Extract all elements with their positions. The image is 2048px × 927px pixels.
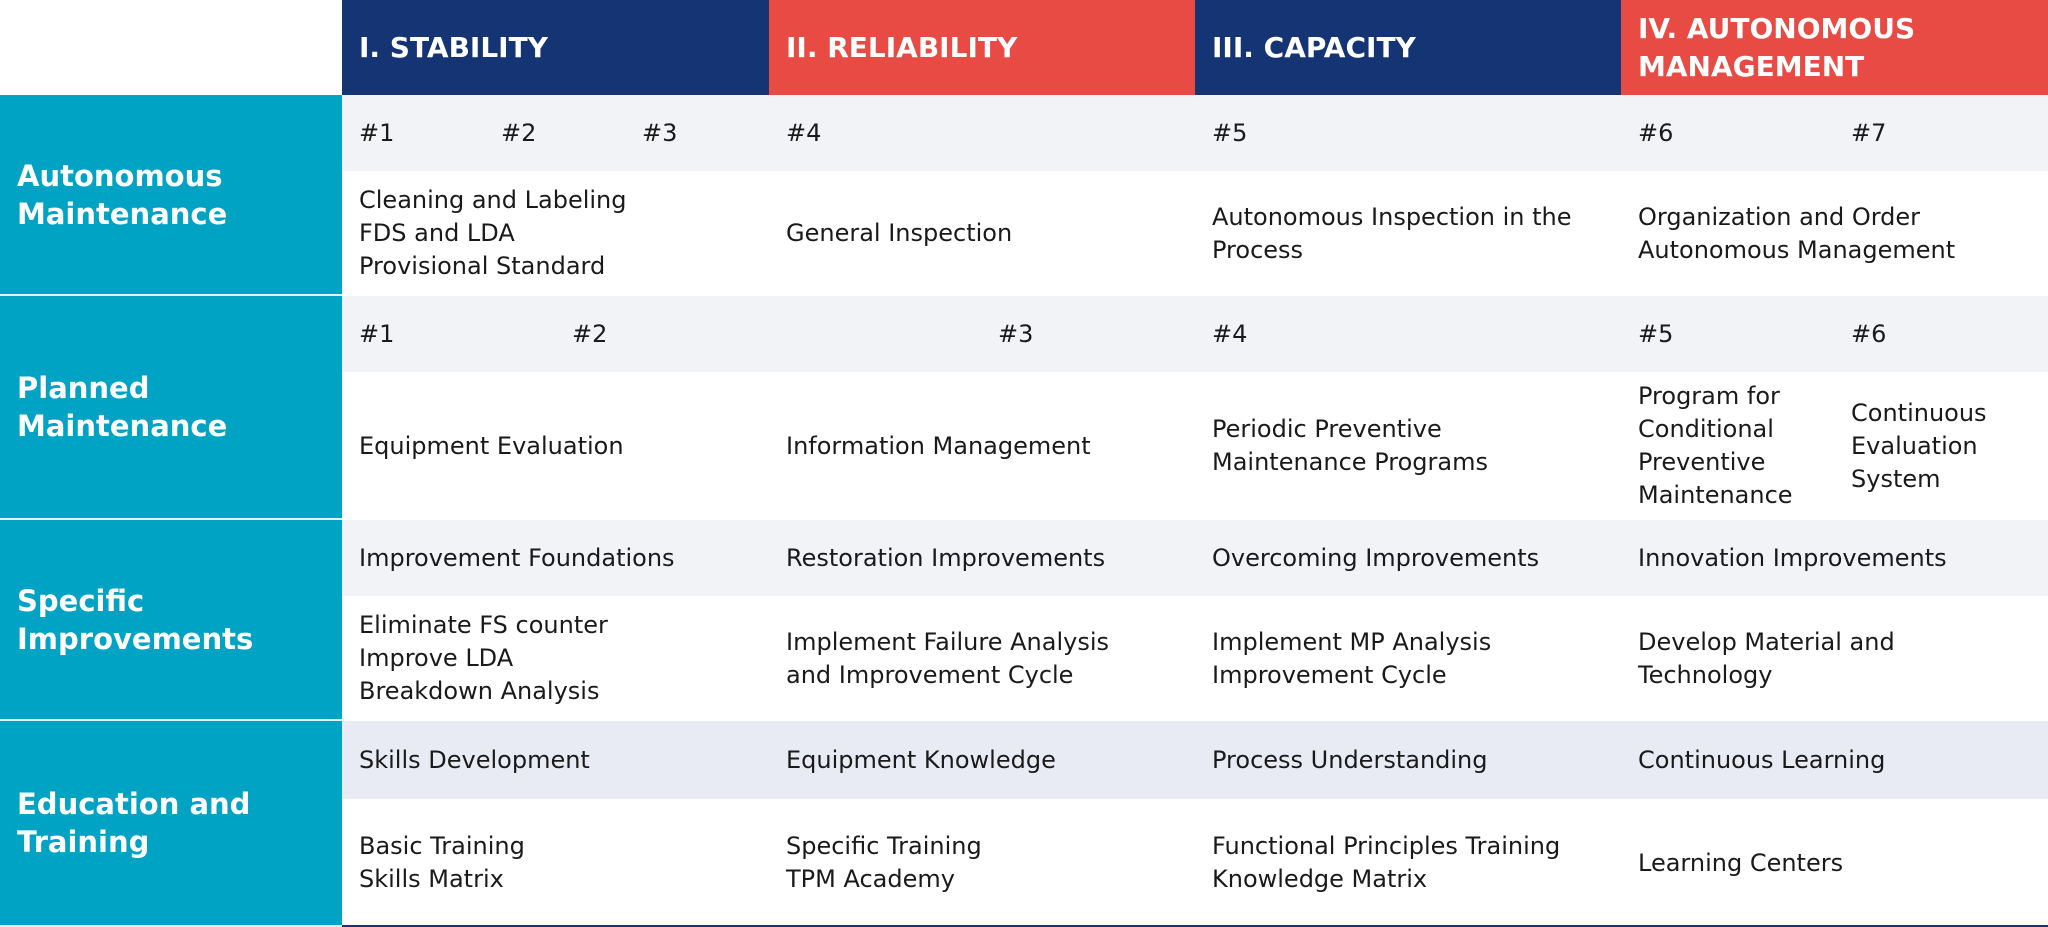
step-heading: #3 (998, 320, 1034, 348)
content-line: Process (1212, 235, 1304, 264)
step-heading: #1 (359, 320, 395, 348)
content-line: Functional Principles Training (1212, 832, 1561, 860)
cell-content: Eliminate FS counter Improve LDA Breakdown… (359, 596, 752, 721)
content-line: Autonomous Management (1638, 235, 1956, 264)
step-heading: Improvement Foundations (359, 544, 675, 572)
content-line: General Inspection (786, 219, 1013, 247)
cell-content: Program for Conditional Preventive Maintena… (1638, 372, 1838, 520)
content-line: System (1851, 464, 1941, 493)
content-line: Breakdown Analysis (359, 677, 600, 705)
column-header: II. RELIABILITY (769, 0, 1195, 95)
column-header: III. CAPACITY (1195, 0, 1621, 95)
row-label: Planned Maintenance (0, 296, 342, 520)
step-heading: #6 (1638, 119, 1674, 147)
content-line: Learning Centers (1638, 848, 1844, 877)
step-heading: Overcoming Improvements (1212, 544, 1540, 572)
content-line: Improvement Cycle (1212, 660, 1447, 689)
content-line: Develop Material and (1638, 627, 1895, 656)
row-label: Autonomous Maintenance (0, 95, 342, 296)
head-band (342, 520, 2048, 596)
cell-content: Develop Material and Technology (1638, 596, 2031, 721)
cell-content: Equipment Evaluation (359, 372, 752, 520)
cell-content: Basic Training Skills Matrix (359, 799, 752, 927)
content-line: Preventive (1638, 448, 1766, 476)
cell-content: Implement MP Analysis Improvement Cycle (1212, 596, 1604, 721)
content-line: Eliminate FS counter (359, 611, 608, 639)
column-header: I. STABILITY (342, 0, 769, 95)
content-line: Equipment Evaluation (359, 431, 624, 460)
row-label: Specific Improvements (0, 520, 342, 721)
cell-content: General Inspection (786, 171, 1178, 296)
step-heading: Skills Development (359, 746, 590, 774)
step-heading: #4 (1212, 320, 1248, 348)
cell-content: Organization and Order Autonomous Managem… (1638, 171, 2031, 296)
head-band (342, 95, 2048, 171)
content-line: Implement Failure Analysis (786, 627, 1109, 656)
content-line: Improve LDA (359, 644, 514, 672)
content-line: Technology (1638, 660, 1773, 689)
cell-content: Continuous Evaluation System (1851, 372, 2048, 520)
content-line: Continuous (1851, 398, 1987, 427)
step-heading: #1 (359, 119, 395, 147)
content-line: Provisional Standard (359, 252, 606, 280)
step-heading: Equipment Knowledge (786, 746, 1056, 774)
content-line: Autonomous Inspection in the (1212, 202, 1572, 231)
content-line: Maintenance Programs (1212, 448, 1488, 476)
content-line: Cleaning and Labeling (359, 186, 627, 214)
bottom-rule (342, 925, 2048, 927)
step-heading: #2 (501, 119, 537, 147)
content-line: Organization and Order (1638, 202, 1921, 231)
content-line: Implement MP Analysis (1212, 627, 1492, 656)
content-line: Information Management (786, 431, 1091, 460)
step-heading: #3 (642, 119, 678, 147)
cell-content: Learning Centers (1638, 799, 2031, 927)
content-line: Maintenance (1638, 481, 1793, 509)
step-heading: #4 (786, 119, 822, 147)
step-heading: #5 (1638, 320, 1674, 348)
step-heading: Process Understanding (1212, 746, 1488, 774)
head-band (342, 721, 2048, 799)
content-line: Evaluation (1851, 431, 1978, 460)
cell-content: Cleaning and Labeling FDS and LDA Provisio… (359, 171, 752, 296)
step-heading: #5 (1212, 119, 1248, 147)
content-line: Periodic Preventive (1212, 415, 1442, 443)
cell-content: Information Management (786, 372, 1178, 520)
content-line: Program for (1638, 382, 1780, 410)
cell-content: Autonomous Inspection in the Process (1212, 171, 1604, 296)
step-heading: Continuous Learning (1638, 746, 1886, 774)
cell-content: Specific Training TPM Academy (786, 799, 1178, 927)
content-line: Basic Training (359, 832, 525, 860)
step-heading: Restoration Improvements (786, 544, 1106, 572)
content-line: Conditional (1638, 415, 1774, 443)
content-line: TPM Academy (786, 865, 955, 893)
row-label: Education and Training (0, 721, 342, 927)
head-band (342, 296, 2048, 372)
content-line: Skills Matrix (359, 865, 504, 893)
content-line: Specific Training (786, 832, 982, 860)
step-heading: #6 (1851, 320, 1887, 348)
step-heading: #2 (572, 320, 608, 348)
step-heading: #7 (1851, 119, 1887, 147)
content-line: Knowledge Matrix (1212, 865, 1428, 893)
cell-content: Functional Principles Training Knowledge … (1212, 799, 1604, 927)
content-line: FDS and LDA (359, 219, 515, 247)
step-heading: Innovation Improvements (1638, 544, 1947, 572)
content-line: and Improvement Cycle (786, 660, 1074, 689)
cell-content: Periodic Preventive Maintenance Programs (1212, 372, 1604, 520)
column-header: IV. AUTONOMOUS MANAGEMENT (1621, 0, 2048, 95)
cell-content: Implement Failure Analysis and Improvemen… (786, 596, 1178, 721)
